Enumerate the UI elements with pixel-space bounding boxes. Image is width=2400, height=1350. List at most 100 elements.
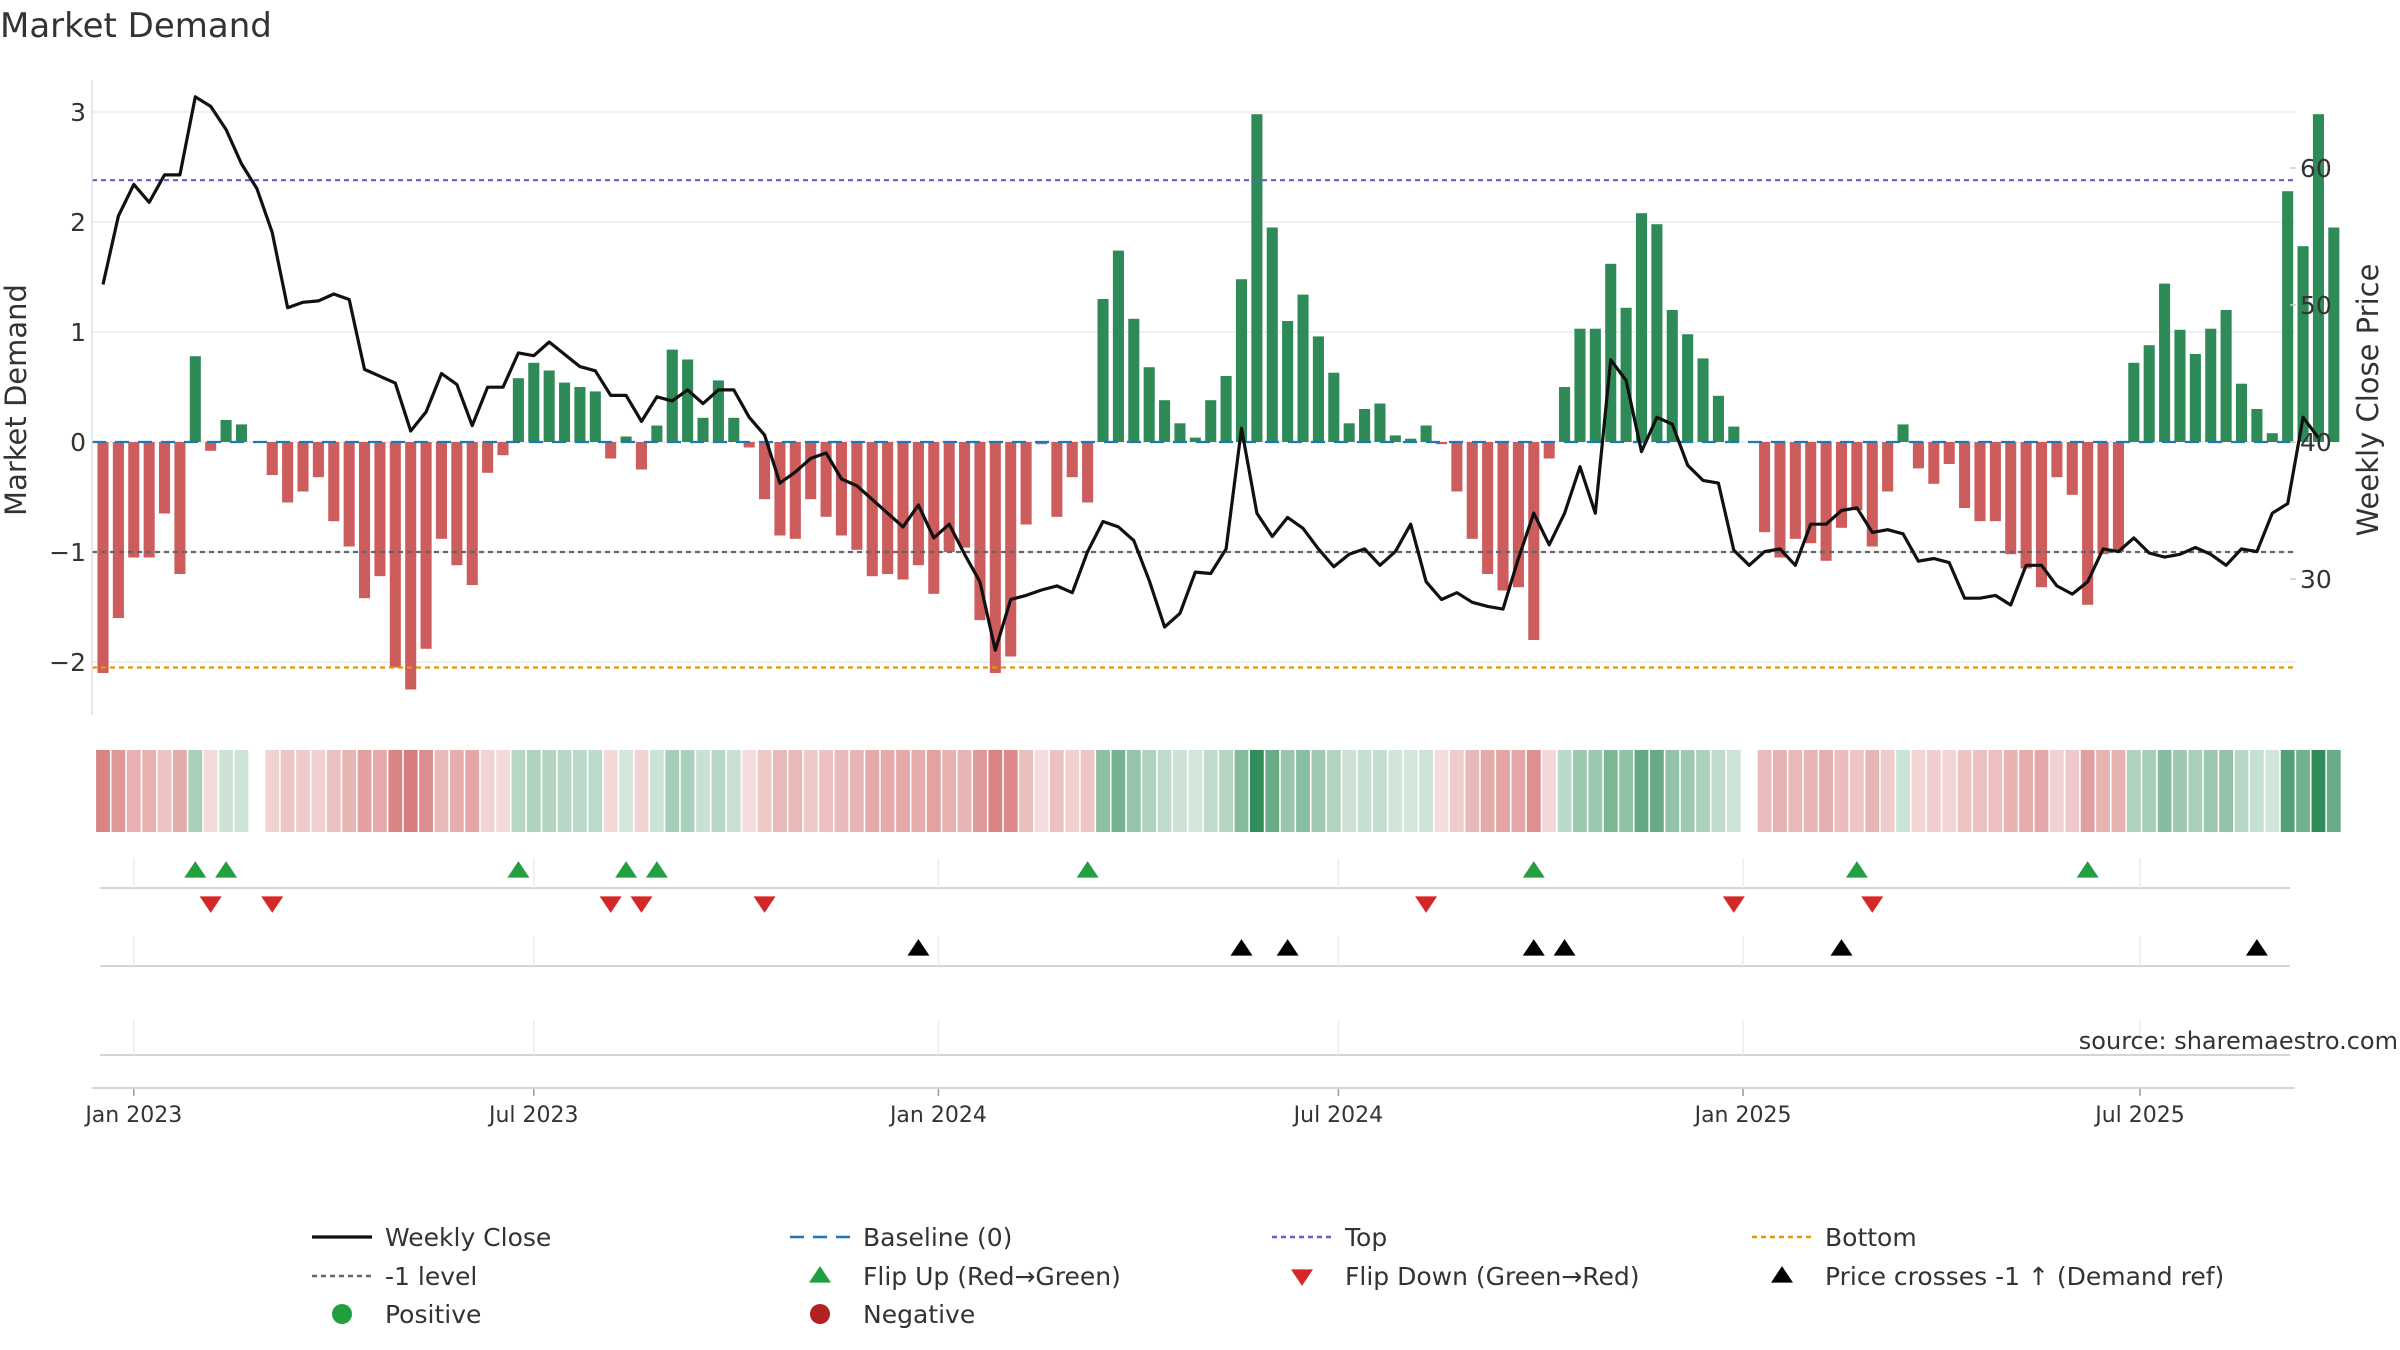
demand-bar <box>1712 395 1724 442</box>
heat-cell <box>311 750 326 832</box>
demand-bar <box>2220 310 2232 442</box>
legend-item-close: Weekly Close <box>312 1223 551 1252</box>
demand-bar <box>666 349 678 442</box>
x-tick-label: Jul 2025 <box>2093 1103 2185 1128</box>
heat-cell <box>1388 750 1403 832</box>
heat-cell <box>1665 750 1680 832</box>
legend-swatch <box>1291 1269 1313 1286</box>
flip-up-marker <box>507 861 530 878</box>
heat-cell <box>573 750 587 832</box>
heat-cell <box>1634 750 1649 832</box>
x-tick-label: Jan 2025 <box>1693 1103 1792 1128</box>
heat-cell <box>373 750 387 832</box>
demand-bar <box>1112 250 1124 442</box>
legend-label: Top <box>1344 1223 1387 1252</box>
demand-bar <box>1728 426 1740 442</box>
heat-cell <box>2234 750 2249 832</box>
x-tick-label: Jul 2023 <box>487 1103 579 1128</box>
heat-cell <box>96 750 110 832</box>
heat-cell <box>142 750 157 832</box>
price-cross-marker <box>2245 939 2268 956</box>
legend-item-flip-up: Flip Up (Red→Green) <box>809 1262 1121 1291</box>
y-tick-left: 1 <box>70 318 86 347</box>
demand-bar <box>851 442 863 550</box>
demand-bar <box>420 442 432 649</box>
demand-bar <box>1528 442 1540 640</box>
demand-bar <box>1251 114 1263 442</box>
demand-bar <box>1235 279 1248 442</box>
heat-cell <box>1726 750 1741 832</box>
demand-bar <box>2282 191 2294 442</box>
demand-bar <box>1835 442 1848 528</box>
heat-cell <box>1311 750 1326 832</box>
legend-label: Price crosses -1 ↑ (Demand ref) <box>1825 1262 2224 1291</box>
heat-cell <box>1542 750 1557 832</box>
legend: Weekly Close Baseline (0) Top Bottom -1 leve… <box>312 1223 2224 1329</box>
demand-bar <box>2035 442 2048 588</box>
demand-bar <box>820 442 832 517</box>
heat-cell <box>1142 750 1157 832</box>
heat-cell <box>1603 750 1618 832</box>
x-tick-label: Jan 2024 <box>888 1103 987 1128</box>
flip-down-marker <box>1861 896 1884 913</box>
heat-cell <box>1111 750 1126 832</box>
demand-bar <box>1097 299 1109 442</box>
heat-cell <box>1788 750 1803 832</box>
demand-bar <box>2097 442 2109 555</box>
demand-bar <box>328 442 340 522</box>
heat-cell <box>1757 750 1772 832</box>
demand-bar <box>1312 336 1324 442</box>
demand-bar <box>866 442 878 577</box>
heat-cell <box>173 750 187 832</box>
heat-cell <box>2157 750 2172 832</box>
heat-cell <box>1680 750 1695 832</box>
heat-cell <box>711 750 726 832</box>
demand-bar <box>2189 354 2201 442</box>
flip-up-marker <box>1522 861 1545 878</box>
demand-bar <box>574 387 586 442</box>
heat-cell <box>1188 750 1203 832</box>
heat-cell <box>942 750 957 832</box>
price-cross-marker <box>1553 939 1576 956</box>
demand-bar <box>189 356 201 442</box>
heat-cell <box>957 750 972 832</box>
heat-cell <box>1911 750 1926 832</box>
heat-cell <box>1973 750 1987 832</box>
heat-cell <box>1819 750 1834 832</box>
demand-bar <box>1805 442 1817 544</box>
demand-bar <box>2297 246 2309 442</box>
demand-bar <box>1651 224 1663 442</box>
demand-bar <box>312 442 324 478</box>
legend-item-cross: Price crosses -1 ↑ (Demand ref) <box>1771 1262 2224 1291</box>
demand-bar <box>1943 442 1955 464</box>
signal-rows <box>92 858 2295 1089</box>
legend-label: Flip Up (Red→Green) <box>863 1262 1121 1291</box>
heat-cell <box>665 750 680 832</box>
demand-bar <box>205 442 217 451</box>
y-tick-right: 40 <box>2300 428 2332 457</box>
heat-cell <box>603 750 618 832</box>
heat-cell <box>1711 750 1726 832</box>
heat-cell <box>588 750 603 832</box>
demand-bar <box>112 442 124 618</box>
heat-cell <box>2050 750 2064 832</box>
price-cross-marker <box>907 939 930 956</box>
heat-cell <box>2173 750 2187 832</box>
heat-cell <box>219 750 233 832</box>
heat-cell <box>1696 750 1710 832</box>
demand-bar <box>1559 387 1571 442</box>
demand-bar <box>1820 442 1832 561</box>
legend-item-bottom: Bottom <box>1752 1223 1917 1252</box>
demand-bar <box>1882 442 1894 492</box>
demand-bar <box>635 442 648 470</box>
heat-cell <box>896 750 910 832</box>
heat-cell <box>403 750 418 832</box>
demand-bar <box>1912 442 1924 469</box>
heat-cell <box>1619 750 1634 832</box>
demand-bar <box>466 442 478 585</box>
heat-cell <box>526 750 541 832</box>
demand-bar <box>759 442 771 500</box>
demand-bar <box>235 424 248 442</box>
heat-cell <box>2142 750 2157 832</box>
